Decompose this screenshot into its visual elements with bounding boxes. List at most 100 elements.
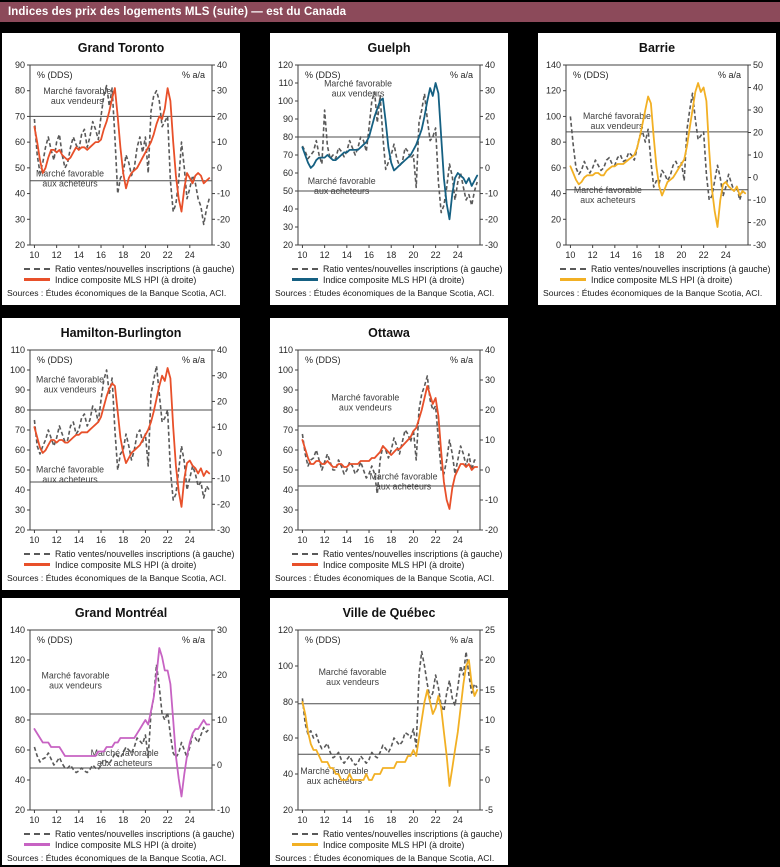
right-axis-unit-label: % a/a [450,635,473,645]
x-axis-tick-label: 18 [118,815,128,825]
left-axis-tick-label: 80 [283,697,293,707]
chart-plot: 20 30 40 50 60 70 80 90 100 110 120 -30 -20 -10 0 10 20 3… [278,60,498,260]
left-axis-tick-label: 100 [546,111,561,121]
x-axis-tick-label: 14 [342,815,352,825]
hpi-legend-swatch [24,563,50,566]
left-axis-unit-label: % (DDS) [305,355,341,365]
page-title: Indices des prix des logements MLS (suit… [8,6,347,18]
legend-row-hpi: Indice composite MLS HPI (à droite) [24,274,240,285]
right-axis-tick-label: -20 [217,499,230,509]
left-axis-tick-label: 120 [278,625,293,635]
legend-row-hpi: Indice composite MLS HPI (à droite) [560,274,776,285]
left-axis-tick-label: 40 [283,485,293,495]
right-axis-tick-label: 0 [217,448,222,458]
sellers-market-annotation: Marché favorable aux vendeurs [36,374,104,394]
right-axis-tick-label: -20 [217,214,230,224]
buyers-market-annotation: Marché favorable aux acheteurs [36,169,104,189]
left-axis-tick-label: 80 [283,132,293,142]
hpi-legend-label: Indice composite MLS HPI (à droite) [323,274,465,285]
x-axis-tick-label: 18 [386,535,396,545]
left-axis-tick-label: 70 [15,111,25,121]
right-axis-tick-label: -20 [753,218,766,228]
plot-frame [29,629,213,811]
left-axis-tick-label: 80 [15,715,25,725]
x-axis-tick-label: 16 [364,250,374,260]
x-axis-tick-label: 22 [431,535,441,545]
chart-plot: 20 40 60 80 100 120 -5 0 5 10 15 20 25 10 12 14 16 18 20 22… [278,625,495,825]
sources-note: Sources : Études économiques de la Banqu… [7,853,227,863]
plot-frame [297,349,481,531]
ratio-legend-swatch [24,267,50,270]
chart-panel: Hamilton-Burlington 20 30 40 50 60 70 80 90 100 11… [2,318,240,590]
buyers-market-annotation: Marché favorable aux acheteurs [300,766,368,786]
left-axis-tick-label: 120 [546,86,561,96]
ratio-series-line [33,365,210,501]
chart-plot: 0 20 40 60 80 100 120 140 -30 -20 -10 0 10 20 30 40 50 10… [546,60,766,260]
left-axis-tick-label: 120 [278,60,293,70]
left-axis-tick-label: 40 [15,775,25,785]
sellers-market-annotation: Marché favorable aux vendeurs [583,111,651,131]
hpi-legend-label: Indice composite MLS HPI (à droite) [323,839,465,850]
x-axis-tick-label: 20 [140,815,150,825]
right-axis-tick-label: -10 [217,474,230,484]
left-axis-tick-label: 100 [278,365,293,375]
legend-row-hpi: Indice composite MLS HPI (à droite) [292,839,508,850]
right-axis-tick-label: -30 [217,525,230,535]
legend-row-ratio: Ratio ventes/nouvelles inscriptions (à g… [24,263,240,274]
x-axis-tick-label: 10 [29,815,39,825]
legend-row-ratio: Ratio ventes/nouvelles inscriptions (à g… [560,263,776,274]
legend-row-ratio: Ratio ventes/nouvelles inscriptions (à g… [292,263,508,274]
hpi-legend-swatch [292,278,318,281]
x-axis-tick-label: 16 [96,250,106,260]
sellers-market-annotation: Marché favorable aux vendeurs [43,86,111,106]
x-axis-tick-label: 12 [52,250,62,260]
chart-title: Grand Montréal [74,606,168,620]
plot-frame [565,64,749,246]
ratio-legend-swatch [560,267,586,270]
chart-title: Hamilton-Burlington [60,326,182,340]
chart-panel: Ottawa 20 30 40 50 60 70 80 90 100 110 -20 -10 0 10 20 3… [270,318,508,590]
left-axis-tick-label: 40 [283,204,293,214]
left-axis-unit-label: % (DDS) [305,70,341,80]
x-axis-tick-label: 16 [632,250,642,260]
right-axis-tick-label: 5 [485,745,490,755]
left-axis-tick-label: 100 [278,661,293,671]
right-axis-unit-label: % a/a [182,635,205,645]
ratio-legend-swatch [292,832,318,835]
right-axis-tick-label: 20 [217,111,227,121]
right-axis-tick-label: 10 [485,435,495,445]
sources-note: Sources : Études économiques de la Banqu… [275,288,495,298]
right-axis-tick-label: 10 [217,715,227,725]
left-axis-tick-label: 80 [15,86,25,96]
right-axis-tick-label: 30 [485,86,495,96]
ratio-legend-swatch [24,552,50,555]
left-axis-tick-label: 50 [15,163,25,173]
left-axis-tick-label: 140 [10,625,25,635]
left-axis-tick-label: 100 [10,365,25,375]
left-axis-tick-label: 90 [283,114,293,124]
ratio-legend-label: Ratio ventes/nouvelles inscriptions (à g… [323,263,503,274]
buyers-market-annotation: Marché favorable aux acheteurs [574,185,642,205]
chart-title: Grand Toronto [77,41,165,55]
right-axis-tick-label: -20 [485,214,498,224]
x-axis-tick-label: 22 [163,250,173,260]
right-axis-tick-label: 10 [753,150,763,160]
left-axis-tick-label: 30 [15,505,25,515]
right-axis-tick-label: -30 [485,240,498,250]
right-axis-tick-label: 10 [485,137,495,147]
hpi-series-line [301,82,479,221]
right-axis-tick-label: 25 [485,625,495,635]
hpi-legend-label: Indice composite MLS HPI (à droite) [55,274,197,285]
left-axis-tick-label: 90 [15,385,25,395]
x-axis-tick-label: 12 [320,815,330,825]
legend-row-ratio: Ratio ventes/nouvelles inscriptions (à g… [24,548,240,559]
left-axis-tick-label: 60 [15,745,25,755]
legend-row-hpi: Indice composite MLS HPI (à droite) [24,839,240,850]
x-axis-tick-label: 20 [408,535,418,545]
x-axis-tick-label: 10 [297,250,307,260]
report-section-header: Indices des prix des logements MLS (suit… [0,2,780,22]
right-axis-tick-label: 30 [485,375,495,385]
right-axis-tick-label: -30 [217,240,230,250]
x-axis-tick-label: 24 [453,815,463,825]
right-axis-tick-label: 50 [753,60,763,70]
